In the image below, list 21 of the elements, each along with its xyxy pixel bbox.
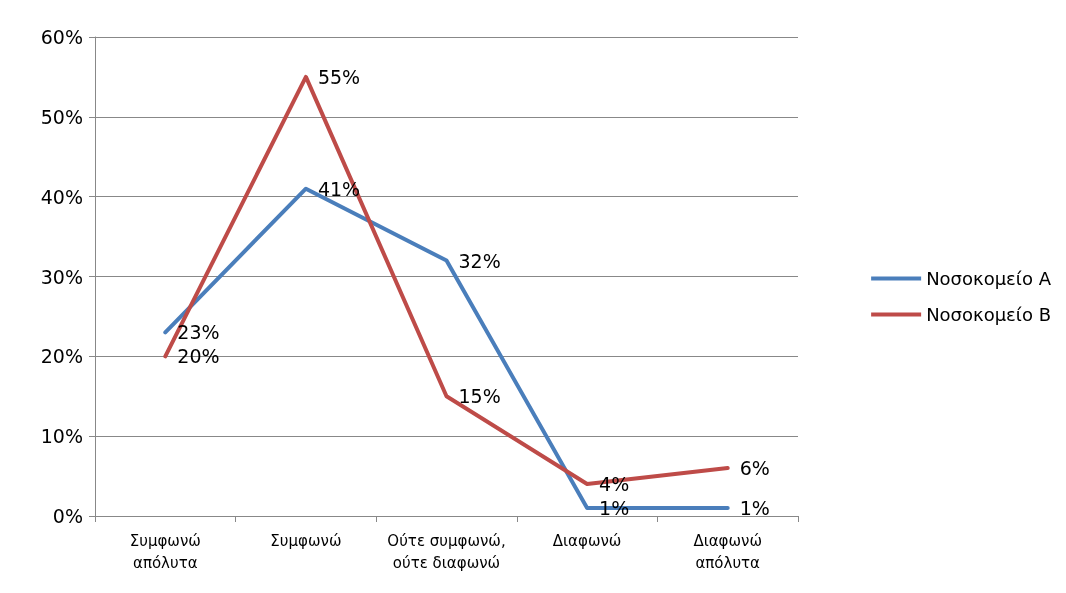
y-tick-label: 20% bbox=[40, 345, 83, 368]
y-tick-label: 10% bbox=[40, 425, 83, 448]
data-label: 23% bbox=[177, 321, 220, 344]
data-label: 20% bbox=[177, 345, 220, 368]
x-tick-label: Διαφωνώ bbox=[552, 532, 622, 550]
data-label: 55% bbox=[317, 65, 361, 88]
y-tick-label: 0% bbox=[52, 505, 83, 527]
y-tick-label: 40% bbox=[40, 185, 83, 208]
y-tick-label: 60% bbox=[40, 26, 83, 48]
legend-label: Νοσοκομείο B bbox=[926, 304, 1051, 325]
data-label: 1% bbox=[739, 497, 770, 520]
data-label: 6% bbox=[739, 457, 770, 480]
legend-label: Νοσοκομείο A bbox=[926, 268, 1052, 289]
x-tick-label: Διαφωνώ απόλυτα bbox=[693, 532, 763, 572]
x-tick-label: Ούτε συμφωνώ, ούτε διαφωνώ bbox=[387, 532, 506, 572]
data-label: 32% bbox=[458, 249, 501, 272]
x-tick-label: Συμφωνώ bbox=[270, 532, 342, 550]
x-tick-label: Συμφωνώ απόλυτα bbox=[129, 532, 201, 572]
y-tick-label: 50% bbox=[40, 105, 83, 128]
y-tick-label: 30% bbox=[40, 265, 83, 288]
data-label: 15% bbox=[458, 385, 501, 408]
